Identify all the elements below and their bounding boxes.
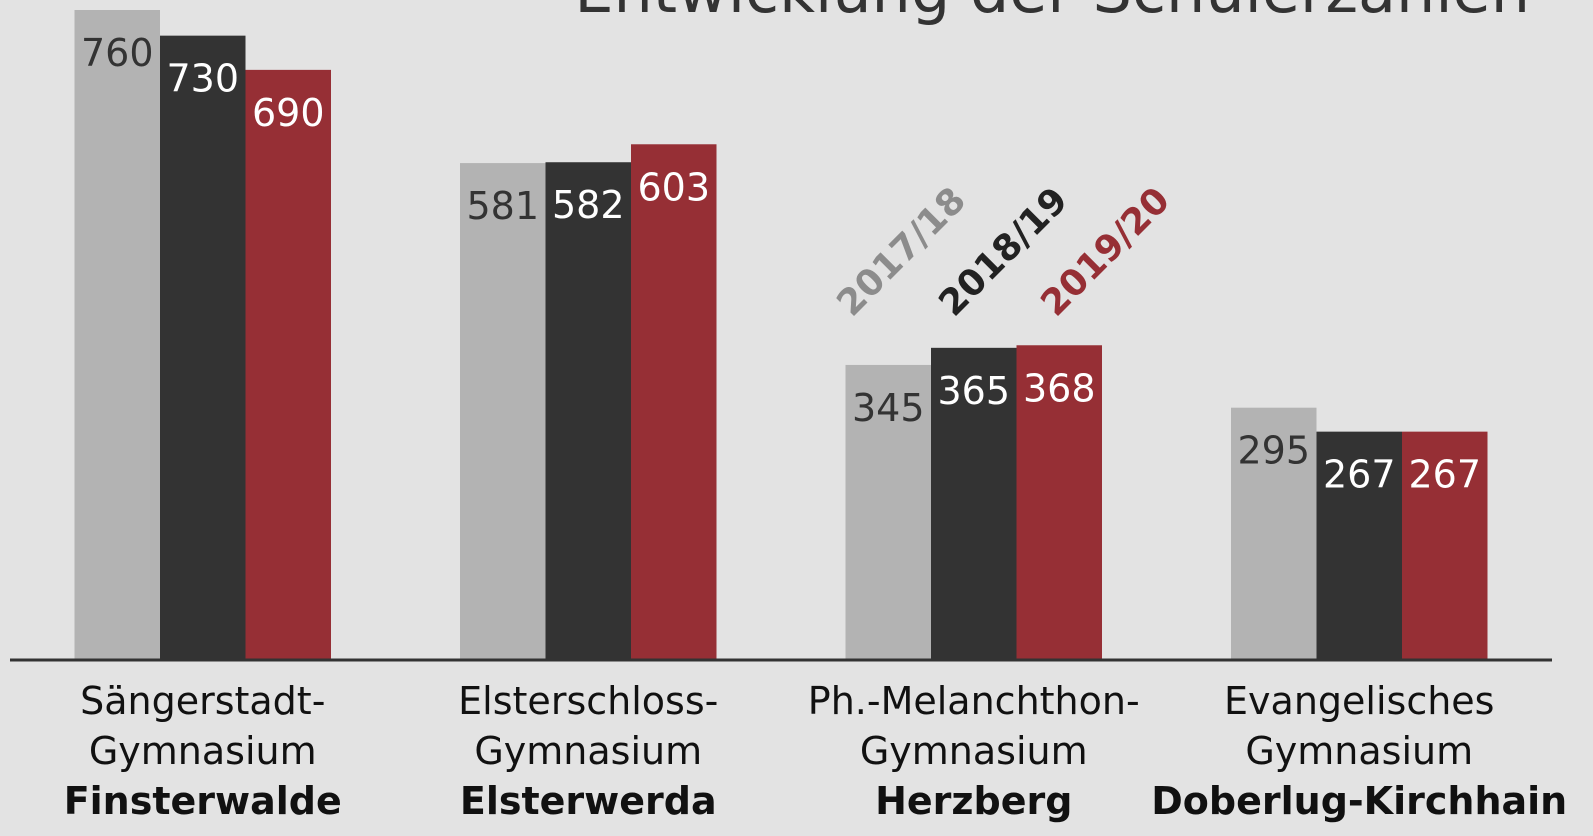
x-tick-label: Doberlug-Kirchhain: [1151, 779, 1567, 823]
value-label: 690: [252, 91, 325, 135]
bar: [245, 69, 331, 661]
x-tick-label: Sängerstadt-: [80, 679, 325, 723]
bar: [74, 10, 160, 660]
x-tick-label: Gymnasium: [89, 729, 317, 773]
bar: [845, 364, 931, 660]
value-label: 267: [1323, 453, 1396, 497]
bar: [1231, 407, 1317, 660]
value-label: 603: [637, 165, 710, 209]
value-label: 582: [552, 183, 625, 227]
value-label: 760: [81, 31, 154, 75]
bar: [631, 144, 717, 661]
bar: [1316, 431, 1402, 660]
bar: [545, 162, 631, 660]
bar: [460, 163, 546, 660]
bar: [1402, 431, 1488, 660]
value-label: 295: [1237, 429, 1310, 473]
x-tick-label: Herzberg: [875, 779, 1072, 823]
value-label: 368: [1023, 366, 1096, 410]
chart-title: Entwicklung der Schülerzahlen: [574, 0, 1530, 27]
value-label: 581: [466, 184, 539, 228]
bar: [931, 347, 1017, 660]
x-tick-label: Finsterwalde: [64, 779, 342, 823]
bar: [1016, 345, 1102, 660]
value-label: 345: [852, 386, 925, 430]
value-label: 267: [1408, 453, 1481, 497]
bar: [160, 35, 246, 660]
x-tick-label: Elsterwerda: [460, 779, 717, 823]
x-tick-label: Elsterschloss-: [458, 679, 718, 723]
x-tick-label: Evangelisches: [1224, 679, 1494, 723]
x-tick-label: Gymnasium: [474, 729, 702, 773]
x-tick-label: Gymnasium: [860, 729, 1088, 773]
value-label: 730: [166, 57, 239, 101]
value-label: 365: [937, 369, 1010, 413]
x-tick-label: Ph.-Melanchthon-: [808, 679, 1140, 723]
x-tick-label: Gymnasium: [1245, 729, 1473, 773]
